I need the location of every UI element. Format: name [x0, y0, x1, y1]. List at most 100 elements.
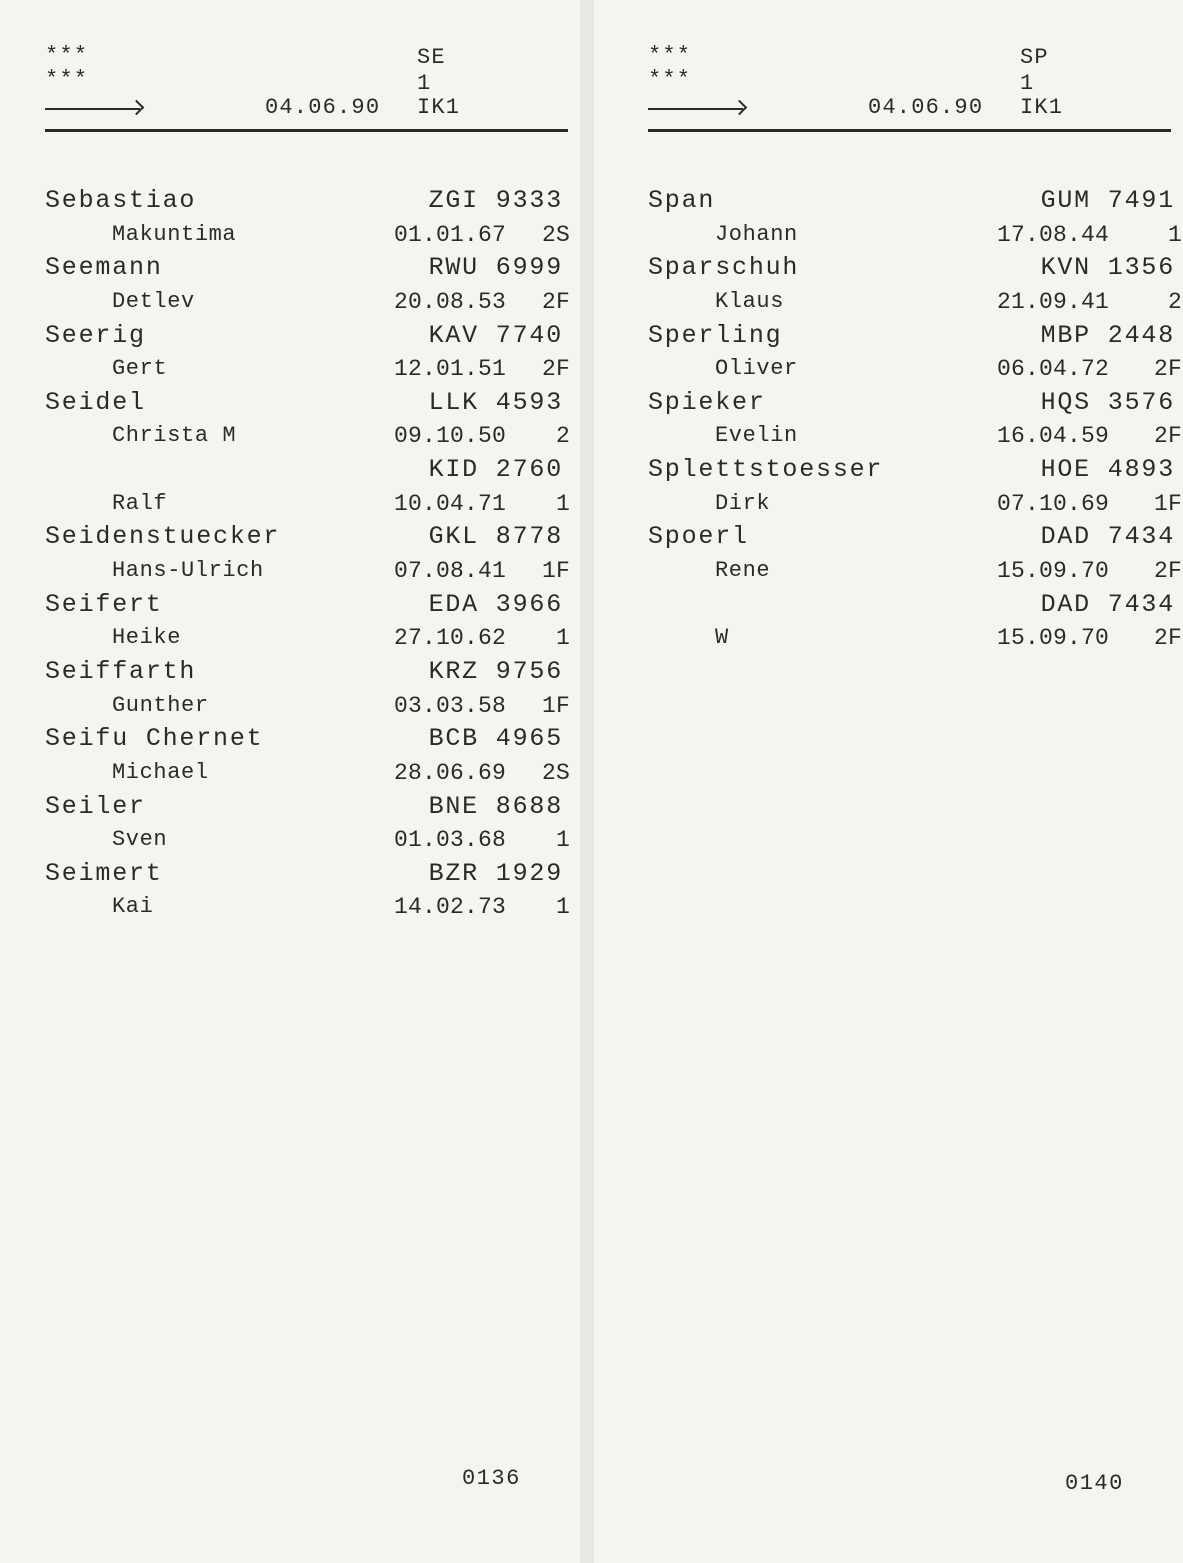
surname: Seidel	[45, 387, 146, 417]
list-item-surname-row: Seifu Chernet BCB 4965	[0, 722, 580, 756]
birth-date: 28.06.69	[394, 759, 507, 786]
birth-date: 14.02.73	[394, 894, 507, 921]
birth-date: 07.08.41	[394, 558, 507, 585]
arrow-icon	[45, 108, 140, 110]
list-item-surname-row: Seidel LLK 4593	[0, 386, 580, 420]
class-code: 2F	[1153, 625, 1182, 652]
birth-date: 12.01.51	[394, 356, 507, 383]
surname: Seerig	[45, 320, 146, 350]
person-code: RWU 6999	[428, 253, 563, 283]
list-item-surname-row: Seerig KAV 7740	[0, 319, 580, 353]
list-item-detail-row: Makuntima 01.01.67 2S	[0, 218, 580, 252]
class-code: 1	[555, 894, 570, 921]
surname: Seidenstuecker	[45, 522, 281, 552]
surname: Seifu Chernet	[45, 724, 264, 754]
page-number: 0140	[1065, 1471, 1124, 1496]
class-code: 1F	[541, 692, 570, 719]
header-code: IK1	[1020, 95, 1064, 120]
page-number: 0136	[462, 1466, 521, 1491]
list-item-surname-row: Seiler BNE 8688	[0, 790, 580, 824]
birth-date: 01.01.67	[394, 221, 507, 248]
entry-list: Sebastiao ZGI 9333 Makuntima 01.01.67 2S Seem…	[0, 184, 580, 924]
list-item-surname-row: Seidenstuecker GKL 8778	[0, 520, 580, 554]
list-item-detail-row: Hans-Ulrich 07.08.41 1F	[0, 554, 580, 588]
list-item-surname-row: Spieker HQS 3576	[594, 386, 1183, 420]
person-code: ZGI 9333	[428, 186, 563, 215]
given-name: Gert	[112, 356, 168, 382]
birth-date: 17.08.44	[997, 221, 1110, 248]
surname: Seiler	[45, 791, 146, 821]
given-name: Sven	[112, 827, 168, 853]
class-code: 2	[555, 423, 570, 450]
list-item-detail-row: Oliver 06.04.72 2F	[594, 352, 1183, 386]
class-code: 2F	[541, 288, 570, 315]
header-stars: ***	[45, 67, 89, 92]
person-code: KAV 7740	[428, 320, 563, 350]
header-rule	[45, 129, 568, 132]
list-item-surname-row: KID 2760	[0, 453, 580, 487]
list-item-detail-row: Sven 01.03.68 1	[0, 823, 580, 857]
birth-date: 16.04.59	[997, 423, 1110, 450]
person-code: BZR 1929	[428, 858, 563, 888]
given-name: Dirk	[715, 490, 771, 516]
list-item-detail-row: Gunther 03.03.58 1F	[0, 689, 580, 723]
list-item-surname-row: Seemann RWU 6999	[0, 251, 580, 285]
given-name: Ralf	[112, 490, 168, 516]
birth-date: 15.09.70	[997, 625, 1110, 652]
header-stars: ***	[45, 43, 89, 68]
class-code: 2S	[541, 221, 570, 248]
header-stars: ***	[648, 67, 692, 92]
list-item-detail-row: Evelin 16.04.59 2F	[594, 419, 1183, 453]
given-name: Heike	[112, 625, 182, 651]
header-date: 04.06.90	[265, 95, 381, 120]
list-item-detail-row: Gert 12.01.51 2F	[0, 352, 580, 386]
header-date: 04.06.90	[868, 95, 984, 120]
class-code: 2F	[1153, 356, 1182, 383]
given-name: Christa M	[112, 423, 237, 449]
class-code: 1	[1167, 221, 1182, 248]
list-item-detail-row: Ralf 10.04.71 1	[0, 487, 580, 521]
person-code: BNE 8688	[428, 791, 563, 821]
section-number: 1	[417, 71, 432, 96]
list-item-detail-row: W 15.09.70 2F	[594, 621, 1183, 655]
list-item-surname-row: Seifert EDA 3966	[0, 588, 580, 622]
list-item-surname-row: Sebastiao ZGI 9333	[0, 184, 580, 218]
person-code: LLK 4593	[428, 387, 563, 417]
list-item-surname-row: Span GUM 7491	[594, 184, 1183, 218]
section-code: SP	[1020, 45, 1049, 70]
surname: Span	[648, 186, 716, 215]
list-item-detail-row: Klaus 21.09.41 2	[594, 285, 1183, 319]
class-code: 1F	[541, 558, 570, 585]
birth-date: 01.03.68	[394, 827, 507, 854]
birth-date: 06.04.72	[997, 356, 1110, 383]
header-rule	[648, 129, 1171, 132]
given-name: Rene	[715, 558, 771, 584]
birth-date: 21.09.41	[997, 288, 1110, 315]
birth-date: 07.10.69	[997, 490, 1110, 517]
section-code: SE	[417, 45, 446, 70]
person-code: KID 2760	[428, 455, 563, 485]
class-code: 1	[555, 490, 570, 517]
class-code: 2F	[1153, 558, 1182, 585]
class-code: 1F	[1153, 490, 1182, 517]
surname: Spoerl	[648, 522, 749, 552]
given-name: Oliver	[715, 356, 798, 382]
class-code: 2F	[1153, 423, 1182, 450]
arrow-icon	[648, 108, 743, 110]
birth-date: 03.03.58	[394, 692, 507, 719]
class-code: 1	[555, 827, 570, 854]
surname: Sperling	[648, 320, 783, 350]
class-code: 1	[555, 625, 570, 652]
given-name: Detlev	[112, 288, 195, 314]
given-name: Johann	[715, 221, 798, 247]
birth-date: 09.10.50	[394, 423, 507, 450]
given-name: Michael	[112, 759, 209, 785]
list-item-surname-row: Splettstoesser HOE 4893	[594, 453, 1183, 487]
section-number: 1	[1020, 71, 1035, 96]
person-code: KVN 1356	[1040, 253, 1175, 283]
birth-date: 15.09.70	[997, 558, 1110, 585]
person-code: DAD 7434	[1040, 522, 1175, 552]
given-name: Kai	[112, 894, 154, 920]
surname: Seifert	[45, 589, 163, 619]
surname: Seiffarth	[45, 656, 197, 686]
